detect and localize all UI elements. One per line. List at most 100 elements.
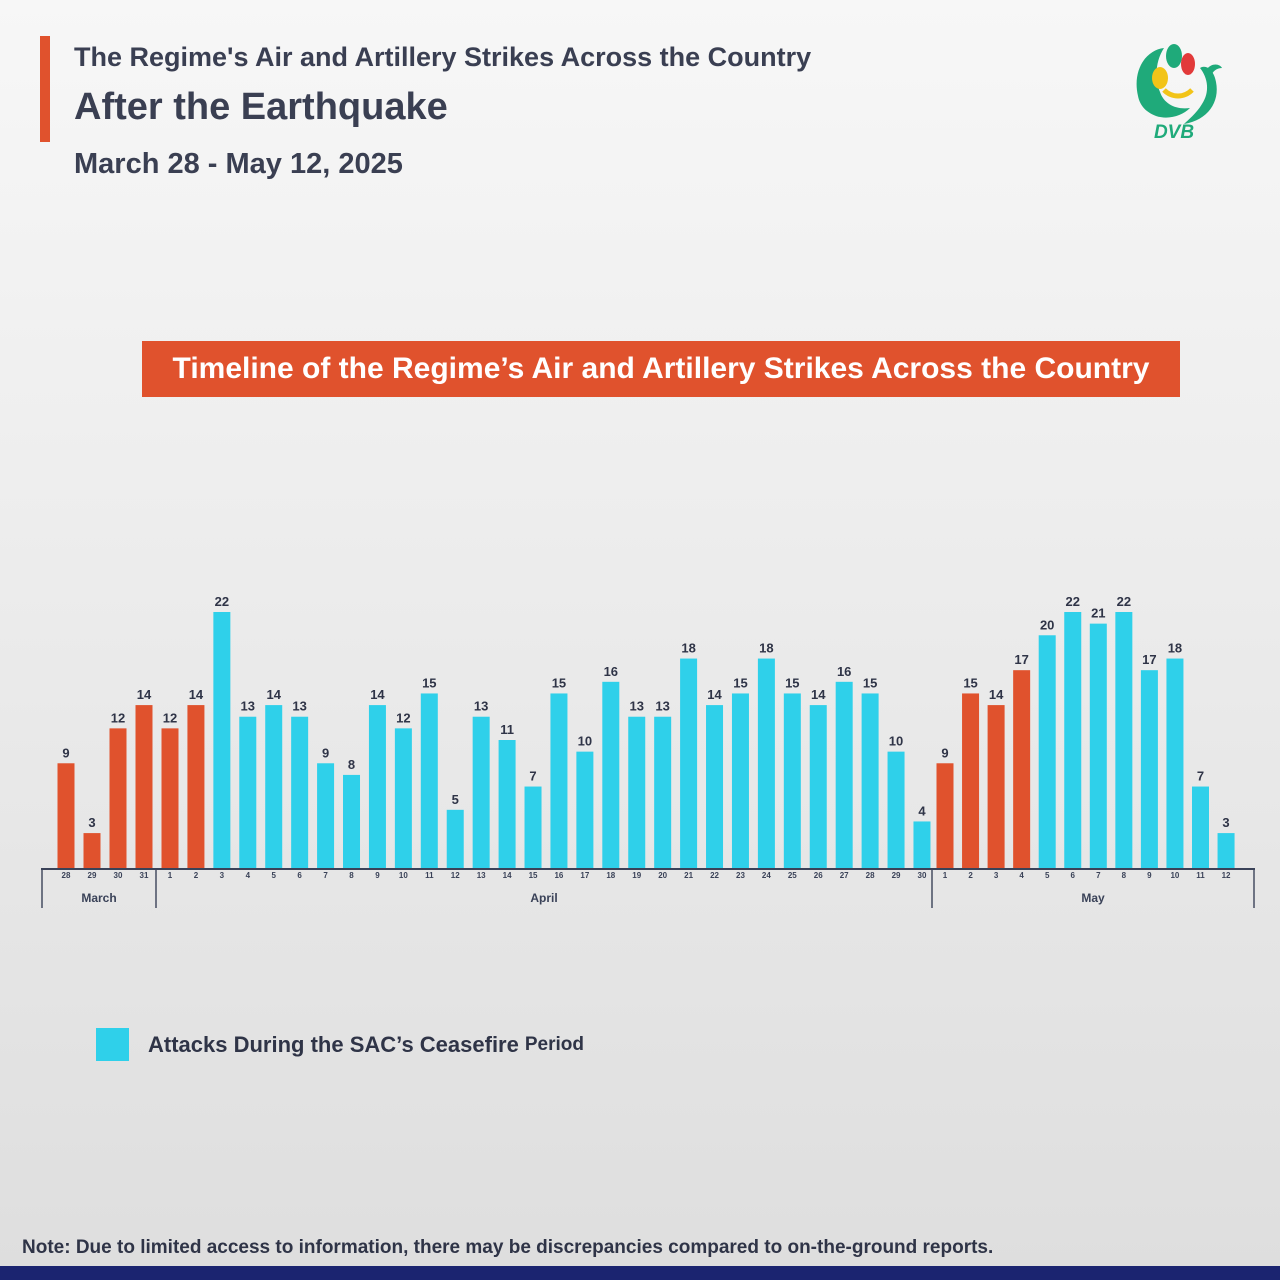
x-axis-group: 28 29 30 31 1 2 3 4 5 6 7 8 9 10 11 12 13 14 15 16 17 18 19 20 2… [41, 868, 1255, 908]
tick-label-may-1: 1 [943, 871, 948, 880]
bar-april-8 [343, 774, 361, 868]
month-label-march: March [81, 891, 116, 905]
value-label-april-2: 14 [189, 687, 204, 702]
bar-may-11 [1192, 786, 1209, 868]
value-label-may-11: 7 [1197, 769, 1204, 784]
tick-label-april-6: 6 [297, 871, 302, 880]
tick-label-april-25: 25 [788, 871, 797, 880]
value-label-may-1: 9 [941, 745, 948, 760]
value-label-may-4: 17 [1014, 652, 1028, 667]
value-label-april-18: 16 [604, 664, 618, 679]
tick-label-april-10: 10 [399, 871, 408, 880]
dvb-logo: DVB [1136, 44, 1222, 142]
value-label-april-14: 11 [500, 722, 514, 737]
bar-april-26 [809, 705, 827, 868]
legend-label-suffix: Period [524, 1033, 584, 1055]
bar-may-2 [962, 693, 980, 868]
tick-label-april-7: 7 [323, 871, 328, 880]
bar-april-4 [239, 716, 257, 868]
tick-label-april-18: 18 [606, 871, 615, 880]
bar-april-2 [187, 705, 205, 868]
value-label-april-11: 15 [422, 675, 436, 690]
tick-label-april-14: 14 [503, 871, 512, 880]
value-label-april-3: 22 [215, 594, 229, 609]
value-label-march-29: 3 [88, 815, 95, 830]
tick-label-may-2: 2 [968, 871, 973, 880]
value-label-may-8: 22 [1117, 594, 1131, 609]
bar-april-29 [887, 751, 905, 868]
bar-april-7 [317, 763, 335, 868]
tick-label-april-30: 30 [918, 871, 927, 880]
tick-label-april-17: 17 [580, 871, 589, 880]
tick-label-april-23: 23 [736, 871, 745, 880]
bar-april-17 [576, 751, 594, 868]
chart-legend: Attacks During the SAC’s Ceasefire Perio… [96, 1028, 584, 1061]
month-label-april: April [530, 891, 557, 905]
value-label-april-24: 18 [759, 641, 773, 656]
chart-title: Timeline of the Regime’s Air and Artille… [172, 352, 1150, 385]
tick-label-april-2: 2 [194, 871, 199, 880]
value-label-april-6: 13 [292, 699, 306, 714]
value-label-april-5: 14 [266, 687, 281, 702]
value-label-april-19: 13 [630, 699, 644, 714]
value-label-april-16: 15 [552, 675, 566, 690]
tick-label-april-5: 5 [271, 871, 276, 880]
tick-label-march-29: 29 [88, 871, 97, 880]
tick-label-april-24: 24 [762, 871, 771, 880]
logo-text: DVB [1154, 122, 1194, 142]
value-label-april-1: 12 [163, 710, 177, 725]
bar-april-21 [680, 658, 698, 868]
value-label-may-12: 3 [1222, 815, 1229, 830]
value-label-may-9: 17 [1142, 652, 1156, 667]
value-label-april-21: 18 [681, 641, 695, 656]
footnote: Note: Due to limited access to informati… [22, 1237, 994, 1258]
bar-april-3 [213, 612, 231, 868]
value-label-april-22: 14 [707, 687, 722, 702]
tick-label-may-10: 10 [1170, 871, 1179, 880]
strikes-bar-chart: 9312141214221314139814121551311715101613… [41, 594, 1255, 908]
bar-april-11 [420, 693, 438, 868]
value-label-may-10: 18 [1168, 641, 1182, 656]
tick-label-may-6: 6 [1071, 871, 1076, 880]
tick-label-april-20: 20 [658, 871, 667, 880]
bar-may-5 [1038, 635, 1056, 868]
value-label-april-29: 10 [889, 734, 903, 749]
bar-april-25 [783, 693, 801, 868]
chart-title-banner: Timeline of the Regime’s Air and Artille… [142, 341, 1180, 397]
value-label-march-30: 12 [111, 710, 125, 725]
bar-may-6 [1064, 612, 1082, 868]
month-label-may: May [1081, 891, 1105, 905]
value-label-april-20: 13 [655, 699, 669, 714]
bar-april-30 [913, 821, 931, 868]
value-labels-group: 9 3 12 14 12 14 22 13 14 13 9 8 14 12 15 5 13 11 7 15 10 16 13… [62, 594, 1229, 830]
tick-label-april-9: 9 [375, 871, 380, 880]
value-label-march-31: 14 [137, 687, 152, 702]
value-label-april-15: 7 [529, 769, 536, 784]
title-accent-bar [40, 36, 50, 142]
bar-april-24 [757, 658, 775, 868]
date-range: March 28 - May 12, 2025 [74, 148, 403, 180]
page-title-line1: The Regime's Air and Artillery Strikes A… [74, 42, 812, 72]
bar-may-10 [1166, 658, 1184, 868]
value-label-may-5: 20 [1040, 617, 1054, 632]
bar-april-15 [524, 786, 542, 868]
tick-label-may-5: 5 [1045, 871, 1050, 880]
value-label-april-13: 13 [474, 699, 488, 714]
bar-april-16 [550, 693, 568, 868]
tick-label-april-11: 11 [425, 871, 434, 880]
value-label-april-23: 15 [733, 675, 747, 690]
tick-label-april-29: 29 [892, 871, 901, 880]
value-label-april-10: 12 [396, 710, 410, 725]
value-label-may-3: 14 [989, 687, 1004, 702]
bar-april-19 [628, 716, 646, 868]
bar-may-3 [987, 705, 1005, 868]
bars-group [57, 612, 1235, 868]
tick-label-april-19: 19 [632, 871, 641, 880]
bar-april-6 [291, 716, 309, 868]
value-label-april-17: 10 [578, 734, 592, 749]
bar-may-9 [1140, 670, 1158, 868]
bar-april-12 [446, 809, 464, 868]
value-label-april-25: 15 [785, 675, 799, 690]
tick-label-april-3: 3 [220, 871, 225, 880]
tick-label-march-30: 30 [114, 871, 123, 880]
